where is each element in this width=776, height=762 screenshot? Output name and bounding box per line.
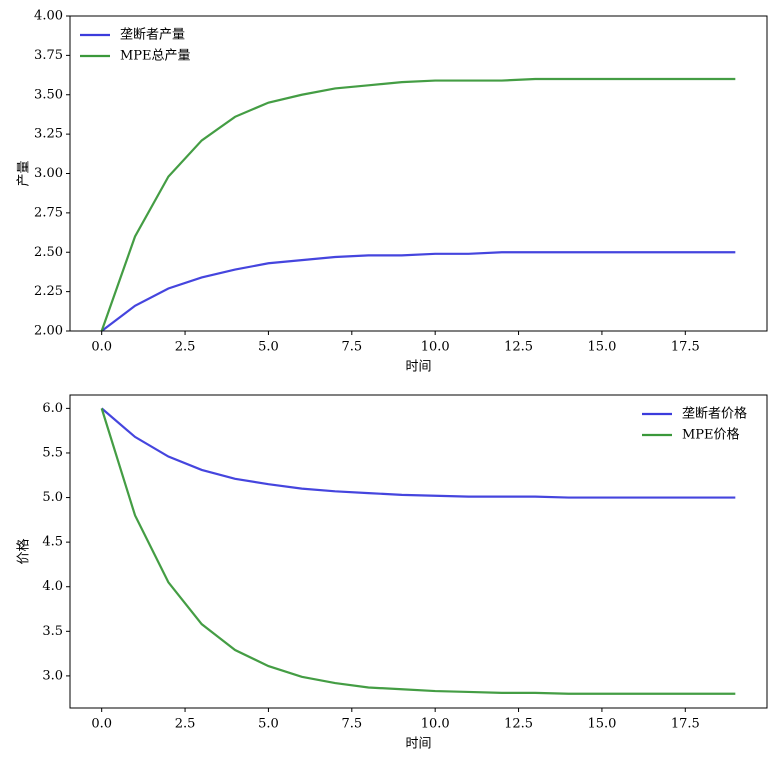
y-tick-label: 2.25 — [34, 284, 63, 299]
y-tick-label: 3.75 — [34, 48, 63, 63]
x-tick-label: 7.5 — [341, 717, 362, 732]
y-tick-label: 3.25 — [34, 127, 63, 142]
y-tick-label: 3.0 — [42, 668, 63, 683]
x-tick-label: 15.0 — [587, 340, 616, 355]
y-tick-label: 2.00 — [34, 324, 63, 339]
legend-label: MPE总产量 — [120, 49, 191, 64]
series-line — [100, 407, 736, 499]
y-tick-label: 4.5 — [42, 535, 63, 550]
y-tick-label: 2.50 — [34, 245, 63, 260]
x-tick-label: 12.5 — [504, 717, 533, 732]
x-tick-label: 12.5 — [504, 340, 533, 355]
x-tick-label: 0.0 — [91, 340, 112, 355]
y-tick-label: 4.0 — [42, 579, 63, 594]
x-tick-label: 0.0 — [91, 717, 112, 732]
y-tick-label: 6.0 — [42, 401, 63, 416]
x-tick-label: 2.5 — [175, 717, 196, 732]
y-tick-label: 4.00 — [34, 9, 63, 24]
legend-label: 垄断者价格 — [682, 406, 747, 422]
x-axis-label: 时间 — [405, 737, 431, 752]
x-tick-label: 5.0 — [258, 717, 279, 732]
x-tick-label: 2.5 — [175, 340, 196, 355]
y-tick-label: 3.00 — [34, 166, 63, 181]
legend-label: 垄断者产量 — [120, 28, 185, 43]
y-tick-label: 5.5 — [42, 445, 63, 460]
plot-frame — [69, 394, 768, 709]
y-axis-label: 产量 — [17, 160, 32, 186]
x-tick-label: 15.0 — [587, 717, 616, 732]
series-line — [100, 77, 736, 332]
series-line — [100, 408, 736, 695]
y-tick-label: 3.5 — [42, 624, 63, 639]
x-tick-label: 17.5 — [671, 717, 700, 732]
x-tick-label: 7.5 — [341, 340, 362, 355]
x-tick-label: 17.5 — [671, 340, 700, 355]
y-tick-label: 5.0 — [42, 490, 63, 505]
y-tick-label: 3.50 — [34, 87, 63, 102]
series-line — [101, 251, 736, 332]
y-tick-label: 2.75 — [34, 205, 63, 220]
x-axis-label: 时间 — [405, 360, 431, 375]
x-tick-label: 10.0 — [421, 340, 450, 355]
plot-frame — [69, 15, 768, 332]
x-tick-label: 5.0 — [258, 340, 279, 355]
y-axis-label: 价格 — [16, 538, 32, 564]
legend-label: MPE价格 — [682, 427, 740, 443]
x-tick-label: 10.0 — [421, 717, 450, 732]
